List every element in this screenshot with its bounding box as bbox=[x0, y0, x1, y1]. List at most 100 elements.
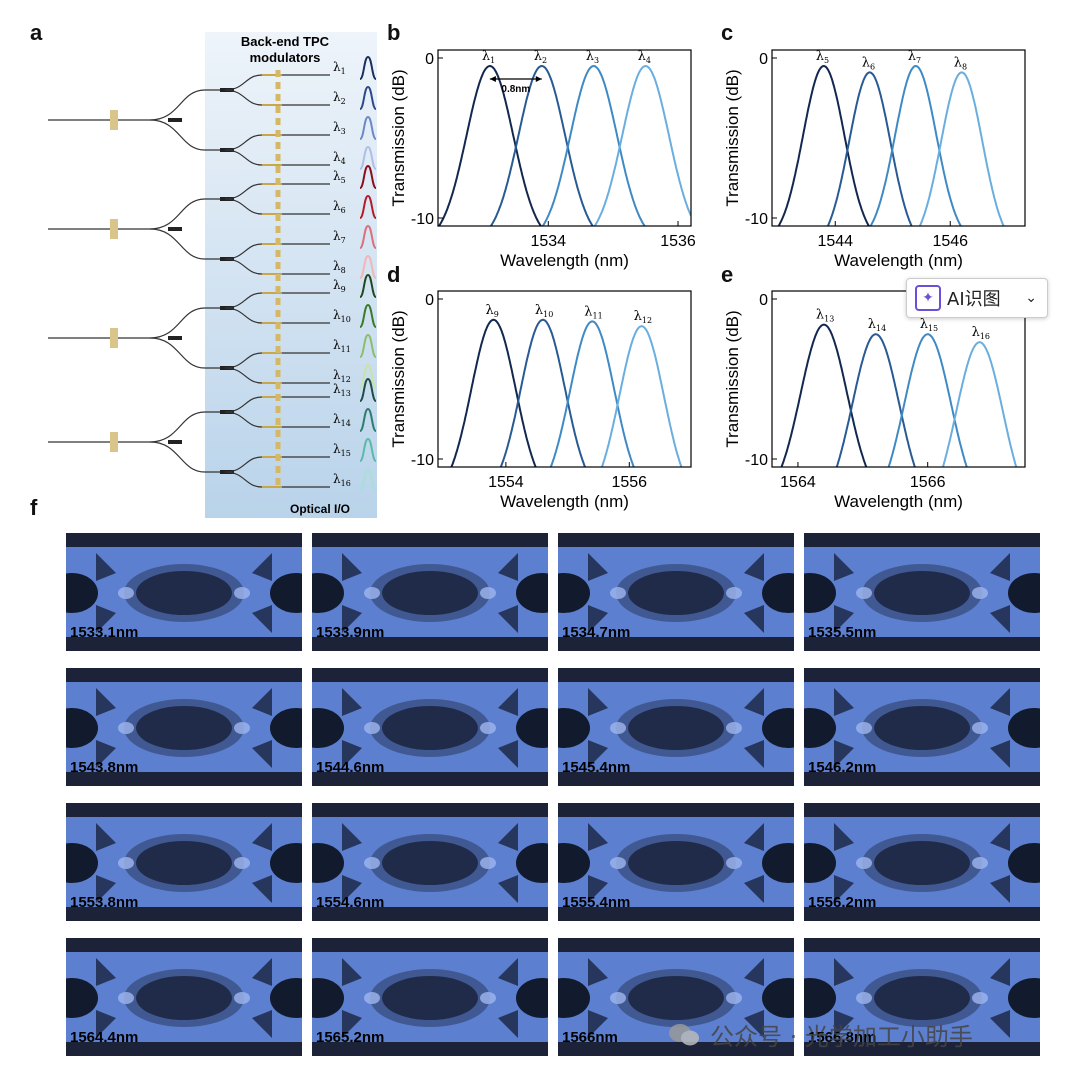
series-line-e-1 bbox=[780, 323, 868, 467]
wdm-modulator-diagram: Back-end TPC modulators Optical I/O λ1 λ2… bbox=[48, 32, 377, 518]
spectrum-b: λ1 λ2 λ3 λ4 1534 1536 0 -10 Wavelength (nm) Trans… bbox=[389, 49, 696, 270]
eye-diagram-8: 1546.2nm bbox=[804, 668, 1040, 786]
eye-pattern bbox=[804, 533, 1040, 651]
series-line-e-3 bbox=[887, 333, 968, 467]
panel-label-f: f bbox=[30, 495, 38, 520]
x-axis-label-e: Wavelength (nm) bbox=[834, 492, 963, 511]
series-label-b-4: λ4 bbox=[638, 49, 651, 65]
lambda-label-13: λ13 bbox=[333, 382, 351, 398]
tpc-header-line2: modulators bbox=[250, 50, 321, 65]
lambda-label-1: λ1 bbox=[333, 60, 346, 76]
eye-diagram-11: 1555.4nm bbox=[558, 803, 794, 921]
eye-diagram-5: 1543.8nm bbox=[66, 668, 302, 786]
channel-spacing-label: 0.8nm bbox=[501, 84, 530, 95]
x-axis-label-d: Wavelength (nm) bbox=[500, 492, 629, 511]
lambda-label-4: λ4 bbox=[333, 150, 346, 166]
series-line-d-3 bbox=[549, 320, 635, 467]
plot-frame-e bbox=[771, 290, 1026, 468]
lambda-peak-13 bbox=[359, 377, 377, 402]
eye-diagram-label: 1564.4nm bbox=[70, 1029, 139, 1046]
eye-pattern bbox=[66, 803, 302, 921]
series-label-e-1: λ13 bbox=[816, 308, 834, 324]
lambda-label-16: λ16 bbox=[333, 472, 351, 488]
lambda-peak-16 bbox=[359, 467, 377, 492]
eye-diagram-grid: 1533.1nm 1533.9nm 1534.7nm 1535.5nm 1543.8nm… bbox=[66, 533, 1042, 1073]
series-line-e-2 bbox=[835, 333, 916, 467]
wechat-icon bbox=[669, 1023, 699, 1045]
y-tick-label-e: 0 bbox=[759, 292, 768, 309]
ai-image-recognition-widget[interactable]: ✦ AI识图 ⌄ bbox=[906, 278, 1048, 318]
series-label-b-3: λ3 bbox=[586, 49, 599, 65]
chevron-down-icon[interactable]: ⌄ bbox=[1025, 290, 1037, 306]
series-label-e-3: λ15 bbox=[920, 317, 938, 333]
lambda-peak-6 bbox=[359, 194, 377, 219]
x-tick-label-d: 1554 bbox=[488, 474, 524, 491]
lambda-peak-7 bbox=[359, 224, 377, 249]
eye-diagram-label: 1543.8nm bbox=[70, 759, 139, 776]
eye-pattern bbox=[66, 938, 302, 1056]
lambda-peak-2 bbox=[359, 85, 377, 110]
plot-frame-c bbox=[771, 49, 1026, 227]
sparkle-icon: ✦ bbox=[915, 285, 941, 311]
lambda-label-9: λ9 bbox=[333, 278, 346, 294]
eye-diagram-14: 1565.2nm bbox=[312, 938, 548, 1056]
panel-label-d: d bbox=[387, 262, 401, 287]
series-label-d-1: λ9 bbox=[486, 303, 499, 319]
series-line-e-4 bbox=[941, 341, 1018, 467]
series-line-c-1 bbox=[777, 64, 871, 226]
eye-diagram-label: 1553.8nm bbox=[70, 894, 139, 911]
eye-diagram-10: 1554.6nm bbox=[312, 803, 548, 921]
series-line-d-2 bbox=[499, 318, 587, 467]
x-axis-label-c: Wavelength (nm) bbox=[834, 251, 963, 270]
lambda-peak-3 bbox=[359, 115, 377, 140]
spectrum-curves-c bbox=[777, 64, 1005, 226]
y-tick-label-b: 0 bbox=[425, 51, 434, 68]
series-label-c-4: λ8 bbox=[954, 55, 967, 71]
lambda-peak-1 bbox=[359, 55, 377, 80]
series-label-e-4: λ16 bbox=[972, 325, 990, 341]
tpc-header-line1: Back-end TPC bbox=[241, 34, 330, 49]
plot-frame-d bbox=[437, 290, 692, 468]
eye-pattern bbox=[558, 533, 794, 651]
series-label-c-3: λ7 bbox=[908, 49, 921, 65]
eye-diagram-16: 1566.8nm bbox=[804, 938, 1040, 1056]
x-tick-label-e: 1564 bbox=[780, 474, 816, 491]
eye-diagram-6: 1544.6nm bbox=[312, 668, 548, 786]
y-tick-label-d: 0 bbox=[425, 292, 434, 309]
series-line-c-4 bbox=[918, 71, 1005, 226]
eye-diagram-label: 1546.2nm bbox=[808, 759, 877, 776]
eye-pattern bbox=[312, 533, 548, 651]
eye-diagram-label: 1533.9nm bbox=[316, 624, 385, 641]
eye-diagram-label: 1554.6nm bbox=[316, 894, 385, 911]
lambda-label-7: λ7 bbox=[333, 229, 346, 245]
lambda-peak-15 bbox=[359, 437, 377, 462]
panel-label-b: b bbox=[387, 20, 401, 45]
eye-pattern bbox=[804, 803, 1040, 921]
wechat-watermark: 公众号 · 光学加工小助手 bbox=[668, 1017, 973, 1052]
eye-diagram-7: 1545.4nm bbox=[558, 668, 794, 786]
panel-label-c: c bbox=[721, 20, 734, 45]
series-line-b-2 bbox=[489, 64, 594, 226]
series-line-b-3 bbox=[541, 64, 646, 226]
series-label-b-1: λ1 bbox=[482, 49, 495, 65]
spectrum-curves-e bbox=[780, 323, 1018, 467]
eye-pattern bbox=[312, 803, 548, 921]
x-tick-label-b: 1534 bbox=[530, 233, 566, 250]
eye-pattern bbox=[312, 668, 548, 786]
lambda-peak-10 bbox=[359, 303, 377, 328]
lambda-peak-14 bbox=[359, 407, 377, 432]
x-tick-label-b: 1536 bbox=[660, 233, 696, 250]
panel-label-e: e bbox=[721, 262, 734, 287]
lambda-label-8: λ8 bbox=[333, 259, 346, 275]
series-line-d-1 bbox=[450, 318, 537, 467]
eye-diagram-label: 1533.1nm bbox=[70, 624, 139, 641]
y-axis-label-e: Transmission (dB) bbox=[723, 310, 742, 447]
lambda-peak-12 bbox=[359, 363, 377, 388]
eye-pattern bbox=[558, 938, 794, 1056]
eye-diagram-1: 1533.1nm bbox=[66, 533, 302, 651]
eye-diagram-2: 1533.9nm bbox=[312, 533, 548, 651]
series-label-e-2: λ14 bbox=[868, 317, 886, 333]
eye-diagram-12: 1556.2nm bbox=[804, 803, 1040, 921]
eye-pattern bbox=[66, 533, 302, 651]
eye-pattern bbox=[804, 668, 1040, 786]
